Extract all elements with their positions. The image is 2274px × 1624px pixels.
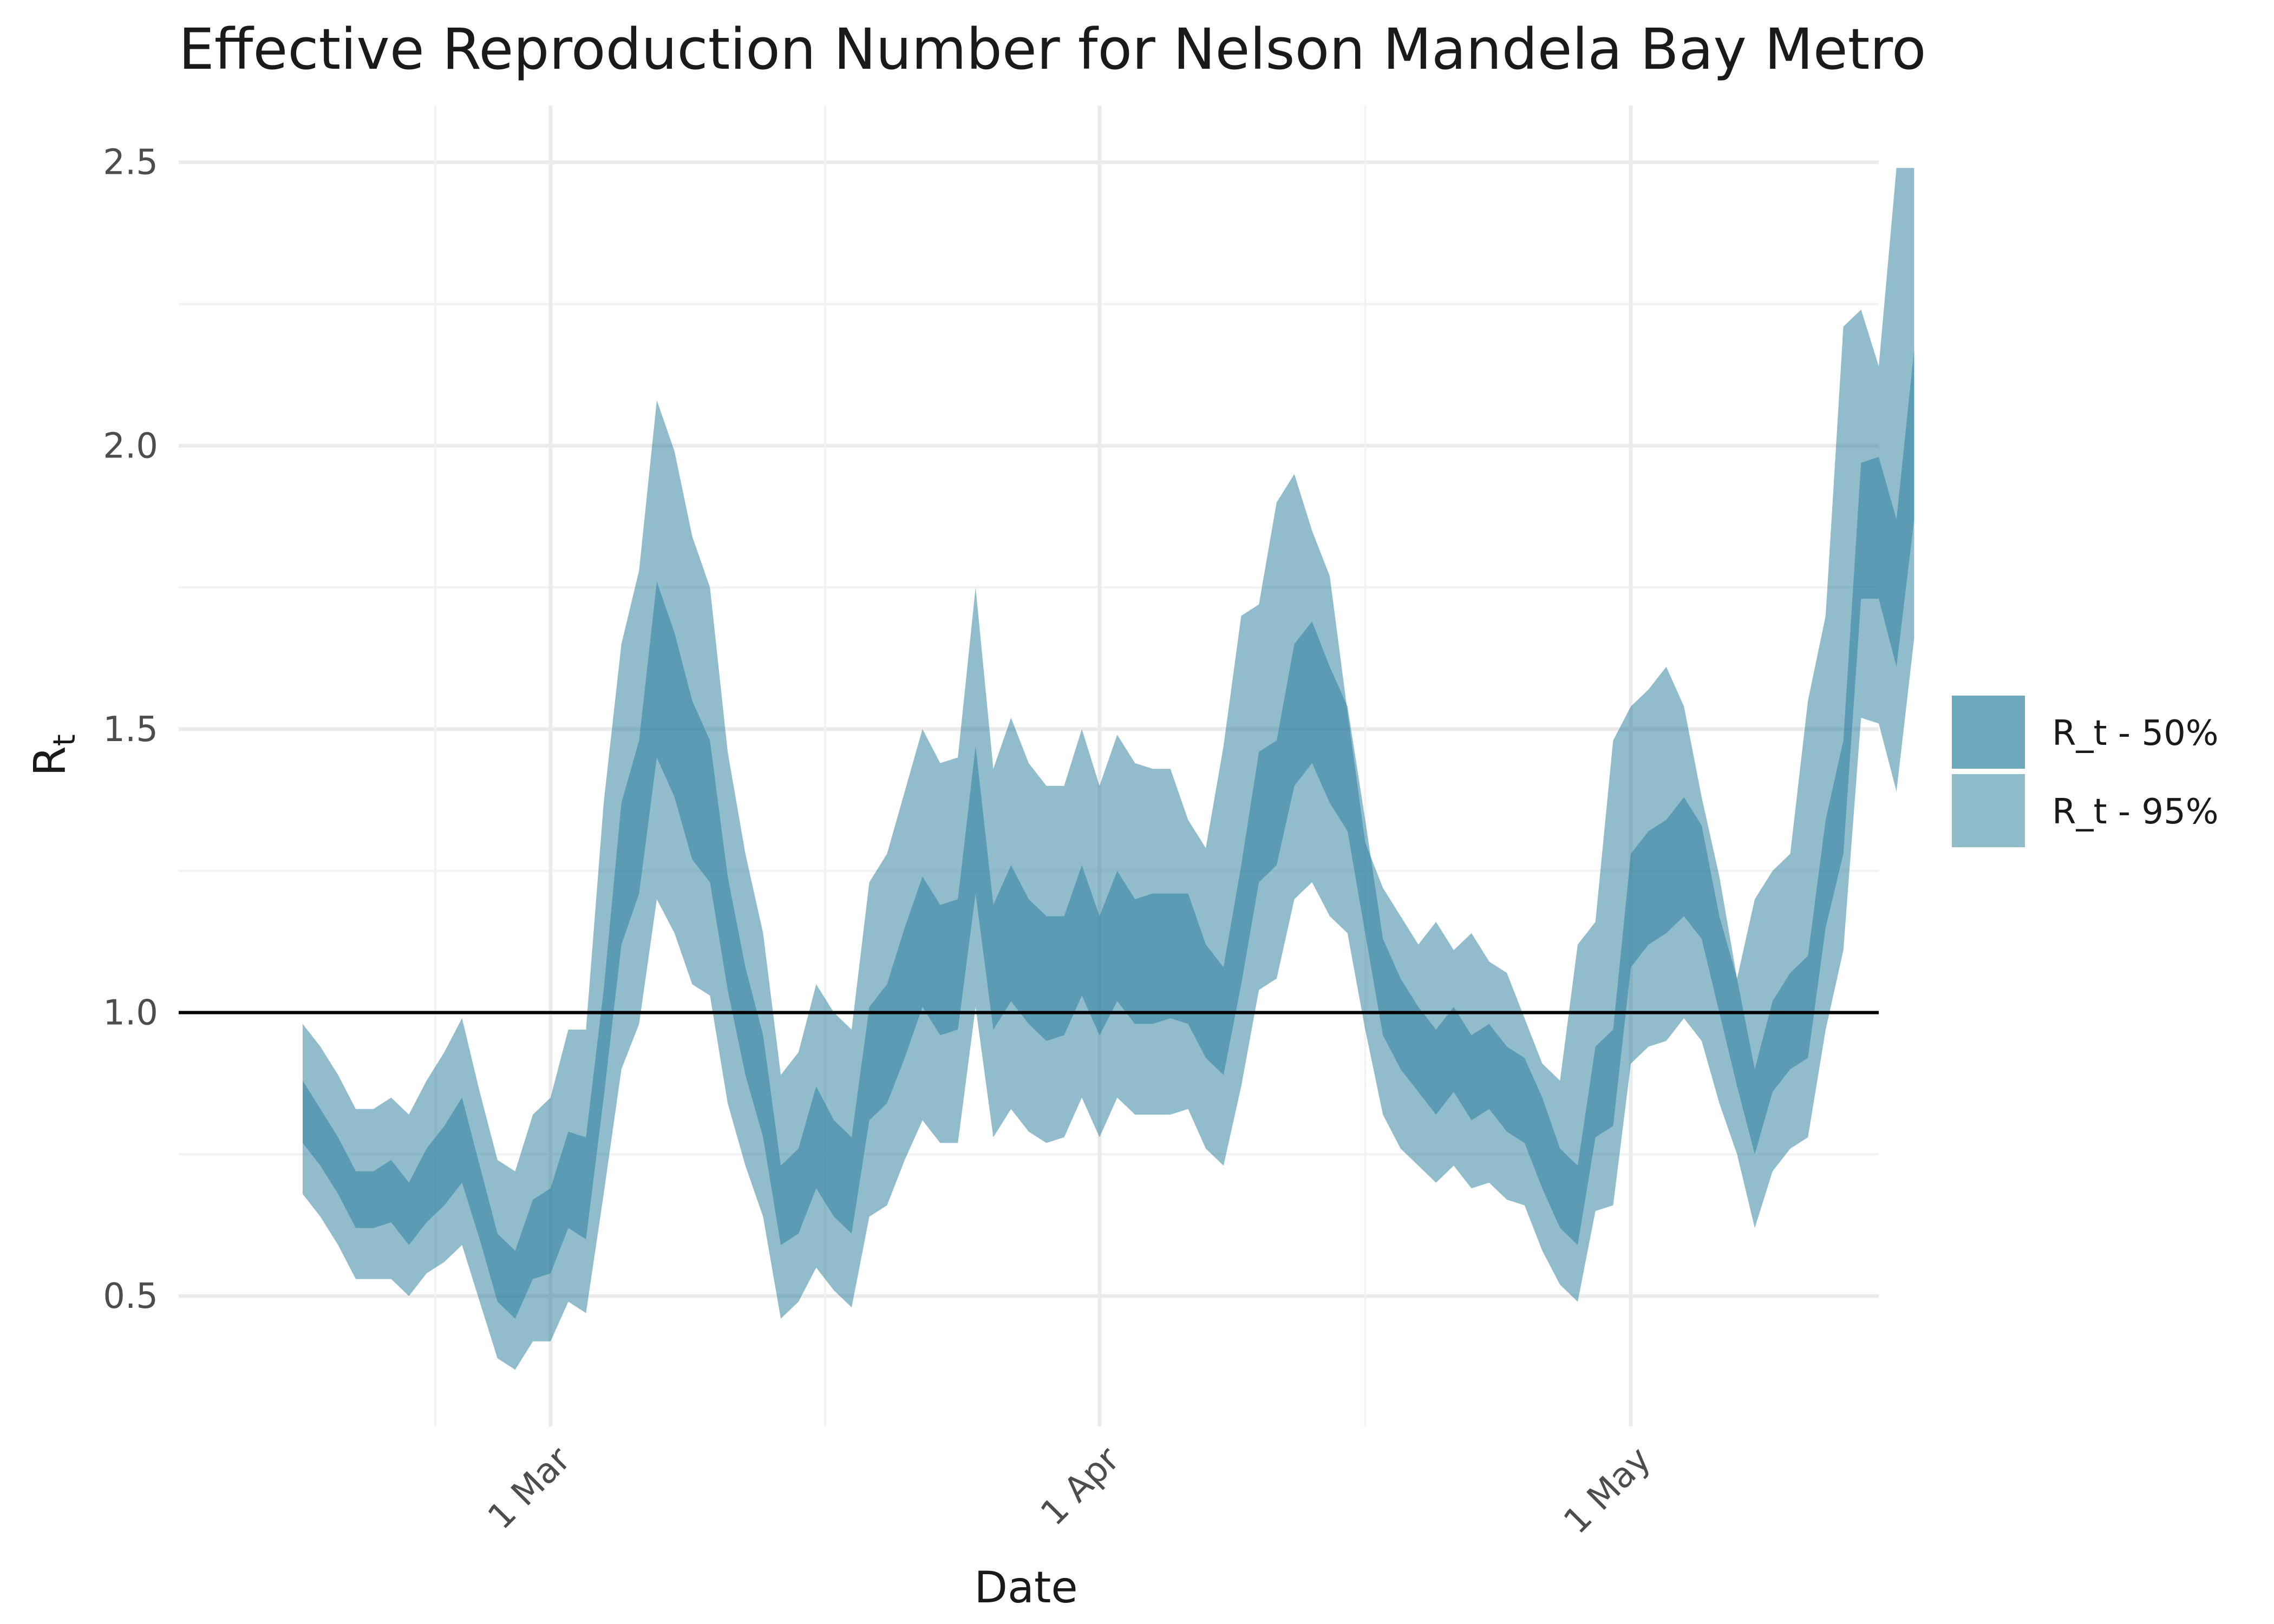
y-axis-title-subscript: t <box>47 734 82 746</box>
ribbon-50 <box>303 349 1914 1319</box>
x-tick-label: 1 May <box>1556 1439 1658 1542</box>
x-tick-labels: 1 Mar 1 Apr 1 May <box>480 1439 1658 1542</box>
y-tick-label: 2.0 <box>103 426 158 466</box>
legend-swatch-95 <box>1952 774 2025 847</box>
y-tick-label: 1.0 <box>103 993 158 1033</box>
y-axis-title: Rt <box>25 734 82 776</box>
y-tick-label: 2.5 <box>103 143 158 183</box>
ribbon-bands <box>303 168 1914 1370</box>
y-axis-title-main: R <box>25 746 75 776</box>
legend: R_t - 50% R_t - 95% <box>1952 696 2219 847</box>
legend-label-50: R_t - 50% <box>2052 713 2219 754</box>
legend-swatch-50 <box>1952 696 2025 769</box>
x-tick-label: 1 Apr <box>1033 1439 1127 1534</box>
chart-title: Effective Reproduction Number for Nelson… <box>179 16 1926 82</box>
y-axis-title-group: Rt <box>25 734 82 776</box>
legend-label-95: R_t - 95% <box>2052 792 2219 832</box>
x-axis-title: Date <box>974 1562 1077 1613</box>
y-tick-label: 1.5 <box>103 710 158 750</box>
y-tick-label: 0.5 <box>103 1276 158 1317</box>
ribbon-95 <box>303 168 1914 1370</box>
y-tick-labels: 0.5 1.0 1.5 2.0 2.5 <box>103 143 158 1317</box>
x-tick-label: 1 Mar <box>480 1439 578 1537</box>
